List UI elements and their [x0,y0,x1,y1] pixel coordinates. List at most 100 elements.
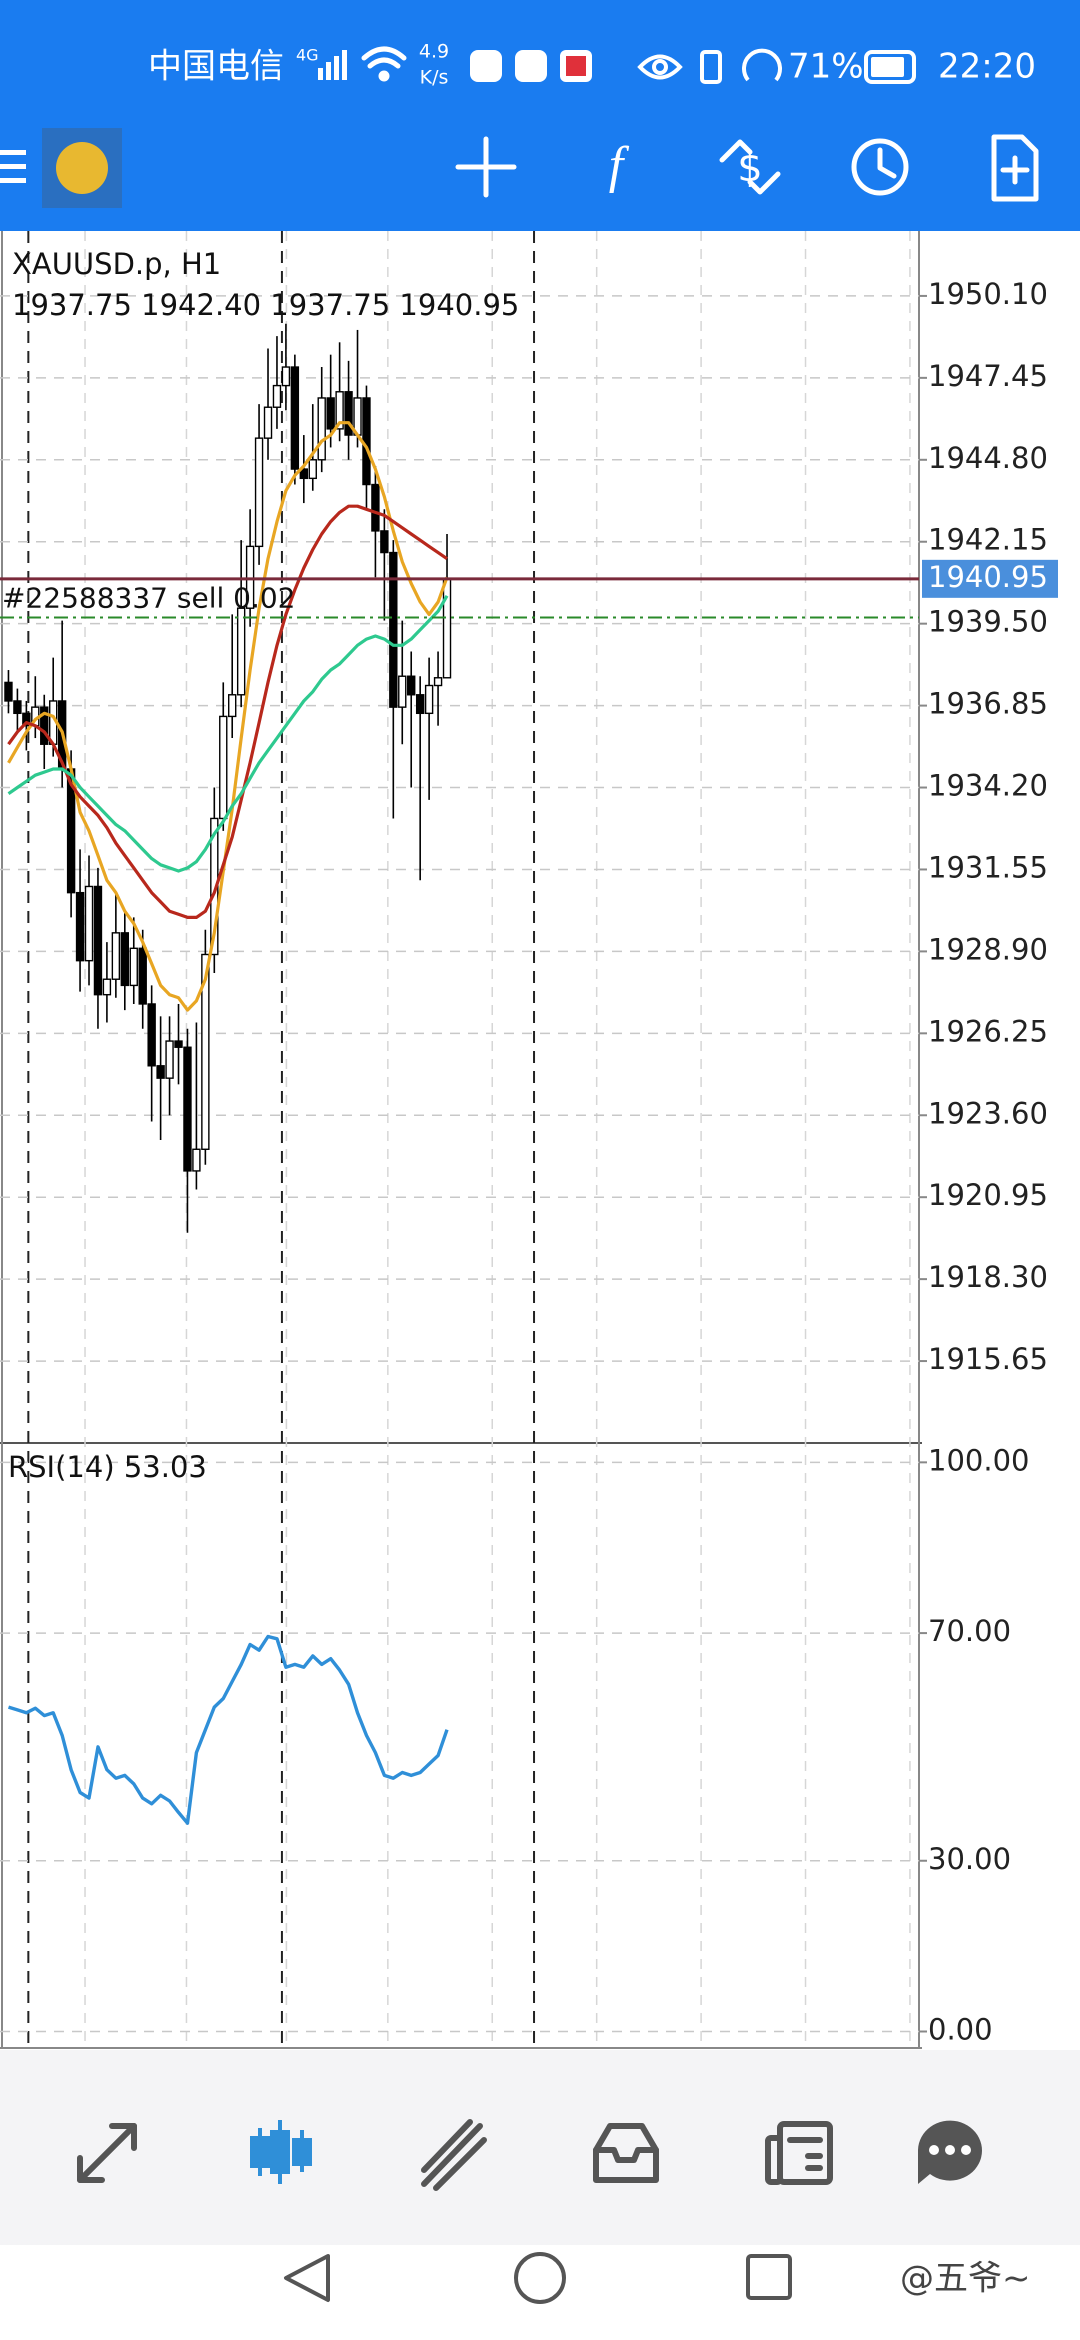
svg-text:$: $ [737,145,762,191]
candle-body [156,1065,165,1079]
eye-icon [637,54,683,80]
app-notification-icon [566,56,586,76]
candle-body [326,397,335,430]
y-tick-label: 1931.55 [928,850,1048,884]
tab-bar [0,2050,1080,2245]
battery-percent: 71% [788,47,864,87]
candle-body [4,681,13,702]
rsi-line [7,1634,449,1825]
chart-background [0,231,1080,2048]
speed-unit: K/s [420,67,449,89]
clock: 22:20 [938,47,1036,87]
chart-tab[interactable] [250,2120,312,2184]
candle-body [13,700,22,715]
objects-button[interactable] [991,134,1039,202]
candle-body [433,677,443,687]
candle-body [380,530,389,554]
y-tick-label: 1915.65 [928,1342,1048,1376]
candle-body [192,1148,201,1172]
candle-body [362,397,371,486]
y-tick-label: 1936.85 [928,687,1048,721]
chat-tab[interactable] [918,2120,982,2184]
y-tick-label: 1928.90 [928,932,1048,966]
candle-body [424,684,434,715]
indicator-title: RSI(14) 53.03 [8,1450,207,1484]
candle-body [415,694,425,715]
battery-icon [864,50,916,84]
history-tab[interactable] [593,2123,659,2183]
header-background [0,0,1080,231]
y-tick-label: 1926.25 [928,1014,1048,1048]
y-tick-label: 1918.30 [928,1260,1048,1294]
candle-body [398,675,407,708]
speed-icon [742,48,782,82]
candle-body [120,932,130,987]
candle-body [407,675,416,696]
candle-body [254,437,264,548]
carrier: 中国电信 [148,47,284,87]
y-tick-label: 1942.15 [928,523,1048,557]
app-notification-icon [470,50,502,82]
candle-body [371,483,380,532]
candle-body [102,978,112,996]
candle-body [228,694,237,718]
candle-body [317,397,326,461]
moving-average-line [7,421,449,1012]
bid-label-box [922,559,1058,598]
moving-average-line [7,504,448,920]
y-tick-label: 0.00 [928,2012,993,2046]
vibrate-icon [700,50,722,84]
candle-body [129,947,138,987]
home-button[interactable] [514,2252,566,2304]
candle-body [165,1040,174,1079]
news-tab[interactable] [765,2121,833,2185]
candle-body [344,391,353,436]
trade-button[interactable]: $ [719,139,781,195]
crosshair-button[interactable] [455,136,517,198]
candle-body [272,384,282,408]
menu-button[interactable] [0,150,26,183]
y-tick-label: 1944.80 [928,441,1048,475]
candle-body [219,715,228,820]
network: 4G [296,46,319,65]
candle-body [442,578,452,679]
order-label: #22588337 sell 0.02 [2,581,296,614]
battery-level [871,57,904,77]
candle-body [138,947,147,1005]
y-tick-label: 1950.10 [928,277,1048,311]
y-tick-label: 30.00 [928,1842,1011,1876]
back-button[interactable] [284,2254,330,2302]
wifi-icon [361,46,407,82]
candle-body [111,932,121,980]
timeframe-button[interactable] [851,138,909,196]
candle-body [299,468,309,480]
watermark: @五爷~ [900,2259,1031,2299]
candle-body [93,885,103,996]
candle-body [308,459,317,480]
candle-body [22,712,31,727]
bid-label: 1940.95 [928,560,1048,594]
y-tick-label: 1923.60 [928,1096,1048,1130]
trade-tab[interactable] [421,2119,487,2191]
candle-body [40,706,49,745]
candle-body [290,366,300,470]
moving-average-line [7,595,449,873]
candle-body [75,891,85,962]
candle-body [201,953,210,1150]
app-logo [56,142,108,194]
chart-title: XAUUSD.p, H1 [12,247,221,281]
candle-body [263,406,273,439]
candle-body [389,551,398,708]
app-notification-icon [515,50,547,82]
candle-body [335,391,344,430]
navigation-bar [0,2245,1080,2340]
y-tick-label: 100.00 [928,1443,1029,1477]
y-tick-label: 70.00 [928,1614,1011,1648]
quotes-tab[interactable] [77,2123,137,2183]
candle-body [147,1003,156,1067]
recents-button[interactable] [746,2254,792,2300]
y-tick-label: 1920.95 [928,1178,1048,1212]
candle-body [245,545,255,609]
candle-body [183,1046,192,1172]
